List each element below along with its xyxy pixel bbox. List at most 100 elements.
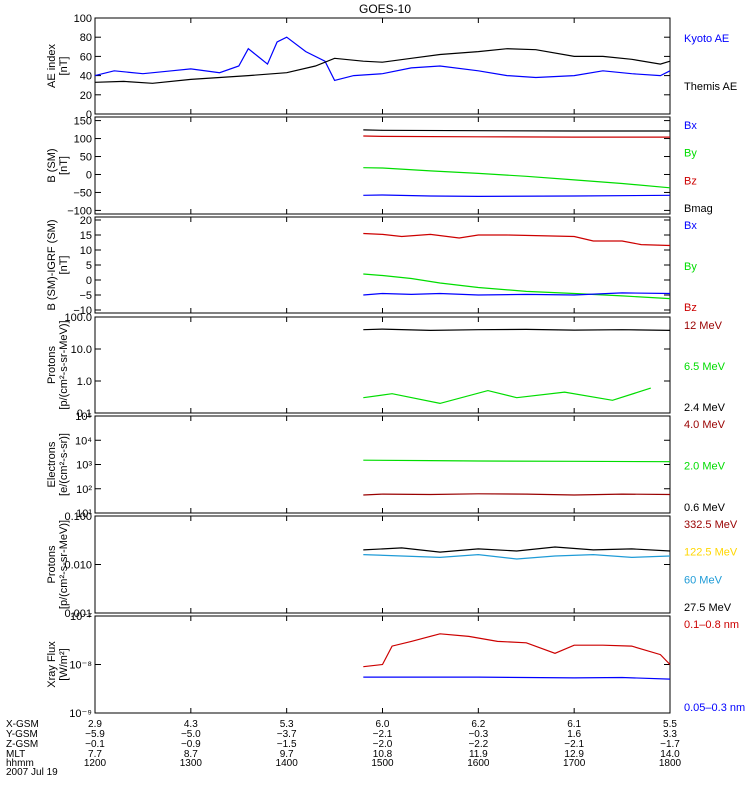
legend-label: Bx [684,120,697,132]
ephemeris-value: 5.3 [280,719,294,730]
panel-4 [94,316,671,414]
ephemeris-value: 1.6 [567,729,581,740]
y-axis-label: AE index [46,43,58,88]
y-axis-label: [nT] [58,57,70,76]
y-tick-label: 10⁻⁸ [69,660,92,672]
legend-label: 2.0 MeV [684,461,726,473]
y-tick-label: 80 [80,32,92,44]
ephemeris-row-label: Y-GSM [6,729,38,740]
y-tick-label: 0 [86,169,92,181]
legend-label: 332.5 MeV [684,519,738,531]
legend-label: Bx [684,220,697,232]
legend-label: 6.5 MeV [684,361,726,373]
y-tick-label: 10⁻⁹ [69,708,92,720]
series-by [363,167,671,189]
y-tick-label: −100 [67,205,92,217]
y-axis-label: B (SM)-IGRF (SM) [46,219,58,310]
ephemeris-value: 4.3 [184,719,198,730]
series-bz [363,232,671,247]
y-tick-label: −5 [79,290,92,302]
series-2-0-mev [363,459,671,463]
ephemeris-value: 5.5 [663,719,677,730]
ephemeris-value: 2.9 [88,719,102,730]
y-tick-label: 20 [80,90,92,102]
ephemeris-value: 8.7 [184,749,198,760]
y-tick-label: 20 [80,215,92,227]
y-tick-label: 10⁴ [75,435,92,447]
panel-frame [94,415,671,514]
ephemeris-value: 7.7 [88,749,102,760]
ephemeris-value: −5.9 [85,729,105,740]
ephemeris-value: 1300 [180,758,203,769]
ephemeris-value: −1.7 [660,739,680,750]
ephemeris-value: 1800 [659,758,682,769]
legend-label: 122.5 MeV [684,547,738,559]
series-bx [363,194,671,198]
legend-label: 27.5 MeV [684,602,732,614]
ephemeris-value: 6.2 [471,719,485,730]
ephemeris-value: −3.7 [277,729,297,740]
y-tick-label: 10³ [76,460,92,472]
legend-label: By [684,261,697,273]
legend-label: 0.6 MeV [684,502,726,514]
series-0-1-0-8-nm [363,633,671,668]
series-60-mev [363,553,671,560]
ephemeris-value: 6.0 [376,719,390,730]
panel-2 [94,116,671,215]
y-tick-label: 0.100 [64,511,92,523]
legend-label: Bmag [684,203,713,215]
ephemeris-value: 1200 [84,758,107,769]
y-tick-label: 5 [86,260,92,272]
ephemeris-value: 12.9 [564,749,584,760]
series-2-4-mev [363,328,671,332]
y-tick-label: 10¹ [76,508,92,520]
y-tick-label: 15 [80,230,92,242]
y-tick-label: 100.0 [64,312,92,324]
ephemeris-value: 1600 [467,758,490,769]
panel-3 [94,216,671,314]
y-tick-label: 60 [80,51,92,63]
ephemeris-value: −0.3 [468,729,488,740]
y-axis-label: [e/(cm²-s-sr)] [58,433,70,496]
panel-5 [94,415,671,514]
ephemeris-value: 14.0 [660,749,680,760]
ephemeris-value: 1400 [276,758,299,769]
y-tick-label: 50 [80,152,92,164]
legend-label: Kyoto AE [684,33,729,45]
y-tick-label: −10 [73,305,92,317]
ephemeris-value: 1500 [371,758,394,769]
legend-label: 4.0 MeV [684,419,726,431]
series-4-0-mev [363,493,671,496]
ephemeris-value: 11.9 [469,749,488,760]
y-tick-label: 0.010 [64,560,92,572]
legend-label: By [684,148,697,160]
panel-7 [94,615,671,714]
ephemeris-row-label: Z-GSM [6,739,38,750]
ephemeris-value: 10.8 [373,749,393,760]
y-tick-label: 10.0 [71,344,92,356]
series-by [363,273,671,300]
legend-label: Bz [684,302,697,314]
y-axis-label: [nT] [58,256,70,275]
y-axis-label: B (SM) [46,148,58,182]
ephemeris-value: 3.3 [663,729,677,740]
ephemeris-value: −2.1 [564,739,584,750]
ephemeris-value: −2.1 [373,729,393,740]
y-tick-label: 0.001 [64,608,92,620]
y-axis-label: Protons [46,545,58,583]
y-tick-label: 100 [74,134,92,146]
legend-label: 12 MeV [684,320,723,332]
legend-label: 2.4 MeV [684,402,726,414]
series-bx [363,292,671,296]
legend-label: 60 MeV [684,574,723,586]
y-tick-label: 10 [80,245,92,257]
y-axis-label: Xray Flux [46,641,58,688]
legend-label: 0.1–0.8 nm [684,619,739,631]
legend-label: Themis AE [684,81,737,93]
series-kyoto-ae [94,36,671,82]
ephemeris-row-label: MLT [6,749,25,760]
series-6-5-mev [363,387,651,405]
ephemeris-value: 9.7 [280,749,294,760]
y-axis-label: [nT] [58,156,70,175]
y-axis-label: [W/m²] [58,648,70,680]
